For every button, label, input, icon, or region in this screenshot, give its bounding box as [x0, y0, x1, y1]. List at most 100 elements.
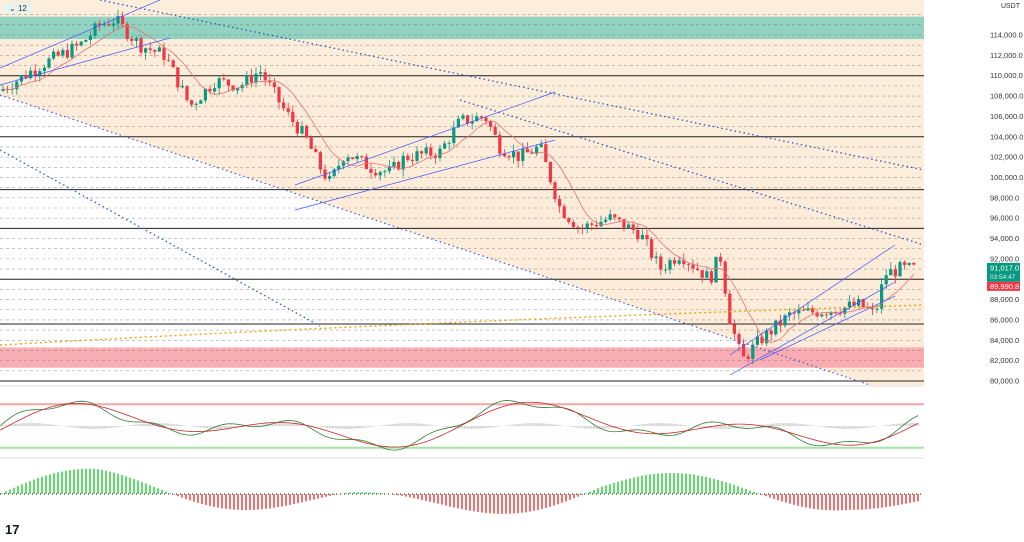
candle-body: [162, 47, 166, 60]
candle-body: [424, 147, 428, 154]
candle-body: [116, 16, 120, 24]
candle-body: [295, 122, 299, 134]
candle-body: [765, 330, 769, 344]
candle-body: [84, 39, 88, 42]
candle-body: [107, 24, 111, 26]
candle-body: [709, 271, 713, 283]
price-tick: 110,000.0: [990, 71, 1023, 80]
candle-body: [737, 333, 741, 345]
currency-selector[interactable]: USDT: [1000, 3, 1020, 10]
overbought-band: [0, 403, 924, 406]
candle-body: [728, 293, 732, 325]
candle-body: [797, 310, 801, 314]
candle-body: [176, 67, 180, 88]
candle-body: [332, 169, 336, 177]
candle-body: [383, 171, 387, 173]
candle-body: [847, 301, 851, 308]
candle-body: [272, 82, 276, 88]
candle-body: [456, 118, 460, 128]
candle-body: [903, 262, 907, 265]
candle-body: [677, 260, 681, 264]
candle-body: [139, 38, 143, 53]
candle-body: [351, 157, 355, 160]
candle-body: [387, 166, 391, 172]
candle-body: [286, 108, 290, 112]
candle-body: [562, 206, 566, 219]
interval-value: 12: [17, 4, 27, 13]
channel-line: [0, 0, 161, 69]
candle-body: [788, 312, 792, 316]
upper-channel-band: [0, 0, 924, 210]
channel-line: [759, 295, 896, 361]
demand-zone: [0, 347, 924, 368]
candle-body: [806, 308, 810, 311]
candle-body: [811, 308, 815, 313]
candle-body: [79, 41, 83, 46]
candle-body: [691, 264, 695, 269]
candle-body: [231, 85, 235, 91]
candle-body: [668, 260, 672, 270]
candle-body: [530, 152, 534, 154]
candle-body: [213, 88, 217, 92]
candle-body: [61, 50, 65, 56]
candle-body: [571, 222, 575, 228]
candle-body: [820, 314, 824, 317]
oscillator-slow-line: [0, 401, 919, 448]
candle-body: [466, 115, 470, 124]
candle-body: [512, 151, 516, 158]
oversold-band: [0, 446, 924, 449]
candle-body: [153, 49, 157, 52]
candle-body: [640, 234, 644, 240]
candle-body: [208, 88, 212, 92]
candle-body: [613, 214, 617, 218]
candle-body: [663, 269, 667, 271]
candle-body: [581, 227, 585, 229]
price-tick: 100,000.0: [990, 173, 1023, 182]
candle-body: [318, 152, 322, 170]
prev-level-value: 89,990.8: [990, 282, 1019, 291]
price-tick: 92,000.0: [990, 254, 1019, 263]
candle-body: [134, 38, 138, 41]
candle-body: [484, 117, 488, 122]
candle-body: [783, 315, 787, 326]
candle-body: [217, 78, 221, 89]
candle-body: [870, 308, 874, 309]
price-tick: 98,000.0: [990, 193, 1019, 202]
candle-body: [742, 344, 746, 357]
chart-background: [0, 0, 924, 385]
candle-body: [470, 121, 474, 124]
candle-body: [199, 100, 203, 104]
orange-dotted-curve: [0, 304, 925, 346]
price-tick: 80,000.0: [990, 376, 1019, 385]
candle-body: [397, 161, 401, 170]
candle-body: [590, 223, 594, 225]
candle-body: [475, 116, 479, 122]
candle-body: [732, 324, 736, 334]
candle-body: [622, 219, 626, 229]
candle-body: [346, 157, 350, 162]
candle-body: [723, 261, 727, 294]
candle-body: [364, 156, 368, 170]
candle-body: [801, 310, 805, 311]
candle-body: [535, 146, 539, 154]
candle-body: [516, 151, 520, 161]
candle-body: [576, 227, 580, 228]
candle-body: [254, 73, 258, 83]
channel-line: [294, 91, 556, 186]
price-tick: 106,000.0: [990, 112, 1023, 121]
price-axis[interactable]: 114,000.0 112,000.0 110,000.0 108,000.0 106,…: [924, 0, 1024, 542]
candle-body: [65, 50, 69, 58]
candle-body: [180, 86, 184, 88]
candle-body: [305, 125, 309, 138]
prev-level-badge: [987, 281, 1020, 291]
candle-body: [52, 51, 56, 59]
interval-selector[interactable]: ⌄ 12: [4, 3, 32, 14]
candle-body: [654, 256, 658, 258]
candle-body: [548, 162, 552, 183]
candle-body: [539, 144, 543, 147]
candle-body: [502, 153, 506, 157]
tradingview-logo: 17: [5, 522, 20, 537]
candle-body: [360, 156, 364, 157]
candle-body: [645, 234, 649, 240]
